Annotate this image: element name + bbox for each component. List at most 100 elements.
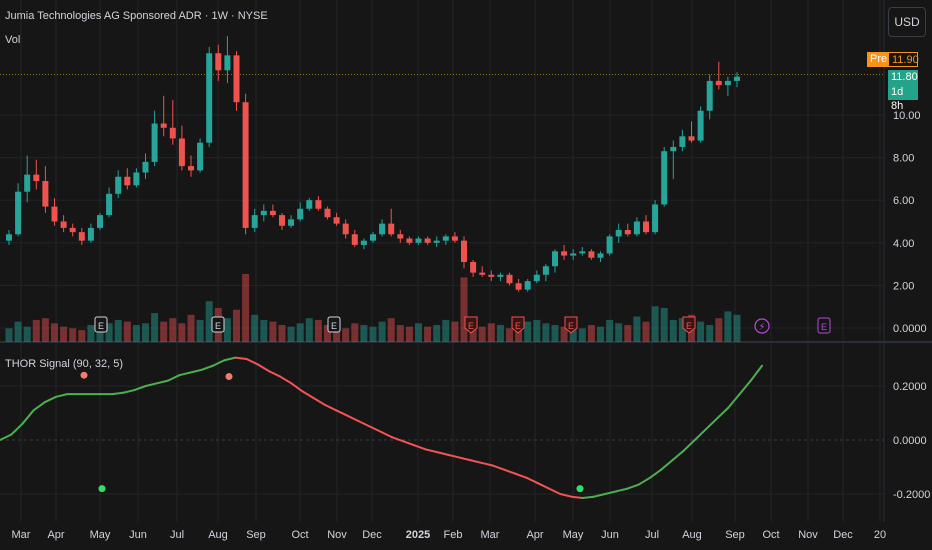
pre-label-tag: Pre — [867, 52, 888, 67]
volume-bar — [169, 318, 177, 342]
candle-body — [570, 253, 577, 256]
volume-bar — [469, 325, 477, 342]
earnings-marker[interactable]: E — [564, 316, 578, 334]
volume-bar — [69, 328, 77, 342]
volume-label[interactable]: Vol — [5, 34, 21, 46]
earnings-marker[interactable]: E — [511, 316, 525, 334]
earnings-future-marker-shape — [817, 317, 831, 334]
volume-bar — [260, 319, 268, 342]
pre-price-tag: 11.90 — [888, 52, 919, 67]
volume-bar — [487, 323, 495, 342]
sell-signal-dot[interactable] — [80, 371, 88, 379]
candle-body — [579, 251, 586, 254]
symbol-title[interactable]: Jumia Technologies AG Sponsored ADR · 1W… — [5, 10, 268, 22]
candle-body — [552, 251, 558, 267]
x-tick-label: May — [90, 529, 111, 541]
x-tick-label: May — [563, 529, 584, 541]
volume-bar — [697, 321, 705, 342]
x-tick-label: Dec — [833, 529, 853, 541]
earnings-marker[interactable]: E — [682, 316, 696, 334]
candle-body — [679, 136, 686, 147]
volume-bar — [451, 321, 459, 342]
buy-signal-dot[interactable] — [98, 485, 106, 493]
signal-line-segment — [402, 440, 416, 447]
signal-line-segment — [424, 448, 439, 454]
indicator-label[interactable]: THOR Signal (90, 32, 5) — [5, 358, 123, 370]
x-tick-label: Aug — [682, 529, 702, 541]
candle-body — [233, 55, 240, 103]
volume-bar — [132, 325, 140, 342]
volume-bar — [597, 326, 604, 342]
candle-body — [734, 76, 740, 81]
currency-button[interactable]: USD — [888, 7, 926, 37]
signal-line-segment — [335, 409, 349, 417]
y-tick-label: 6.00 — [893, 195, 914, 207]
volume-bar — [615, 323, 623, 342]
volume-bar — [651, 306, 659, 342]
earnings-marker-shape — [327, 316, 341, 333]
earnings-marker[interactable]: E — [211, 316, 225, 333]
y-tick-label: 10.00 — [893, 110, 921, 122]
candle-body — [24, 174, 31, 192]
volume-bar — [506, 328, 513, 342]
candle-body — [379, 223, 386, 235]
signal-line-segment — [727, 393, 741, 409]
candle-body — [615, 230, 622, 237]
volume-bar — [41, 318, 49, 342]
earnings-marker-label: E — [98, 321, 104, 331]
candle-body — [315, 200, 322, 209]
signal-line-segment — [279, 375, 293, 385]
volume-bar — [14, 321, 22, 342]
signal-line-segment — [559, 493, 573, 498]
candle-body — [224, 55, 231, 71]
x-tick-label: Mar — [481, 529, 500, 541]
x-tick-label: Jun — [601, 529, 619, 541]
candle-body — [51, 206, 58, 222]
volume-bar — [296, 323, 304, 342]
candle-body — [461, 240, 467, 262]
x-tick-label: Sep — [725, 529, 745, 541]
candle-body — [588, 251, 595, 258]
volume-bar — [342, 328, 350, 342]
volume-bar — [78, 330, 86, 342]
buy-signal-dot[interactable] — [576, 485, 584, 493]
earnings-marker-label: E — [215, 321, 221, 331]
dividend-marker[interactable]: ⚡ — [754, 318, 770, 334]
y-tick-label: 4.00 — [893, 238, 914, 250]
earnings-marker[interactable]: E — [464, 316, 478, 334]
sell-signal-dot[interactable] — [225, 373, 233, 381]
volume-bar — [269, 321, 277, 342]
volume-bar — [196, 319, 204, 342]
signal-line-segment — [32, 401, 46, 412]
candle-body — [524, 281, 531, 290]
volume-bar — [524, 321, 532, 342]
candle-body — [206, 53, 213, 143]
signal-line-segment — [604, 490, 618, 495]
candle-body — [78, 232, 85, 241]
earnings-future-marker[interactable]: E — [817, 317, 831, 334]
earnings-marker[interactable]: E — [94, 316, 108, 333]
volume-bar — [660, 308, 668, 342]
x-tick-label: Jun — [129, 529, 147, 541]
signal-line-segment — [480, 461, 495, 467]
signal-line-segment — [704, 417, 719, 431]
candle-body — [652, 204, 659, 233]
earnings-marker-label: E — [331, 321, 337, 331]
volume-bar — [533, 319, 541, 342]
earnings-marker[interactable]: E — [327, 316, 341, 333]
candle-body — [606, 236, 613, 254]
signal-line-segment — [312, 397, 326, 406]
signal-line-segment — [290, 382, 304, 393]
candle-body — [69, 227, 76, 233]
candle-body — [124, 176, 131, 186]
volume-bar — [433, 325, 441, 342]
x-tick-label: Oct — [291, 529, 308, 541]
volume-bar — [606, 319, 614, 342]
candle-body — [197, 142, 204, 171]
candle-body — [133, 172, 140, 186]
candle-body — [97, 215, 103, 228]
candle-body — [333, 217, 340, 224]
volume-bar — [496, 325, 504, 342]
signal-line-segment — [256, 363, 270, 373]
